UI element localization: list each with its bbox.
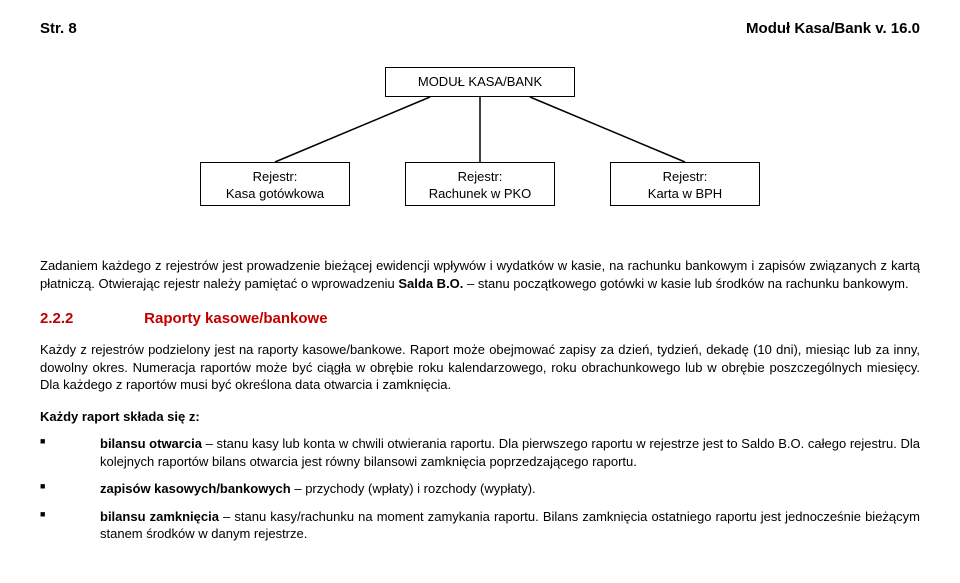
- diagram-child-line1: Rejestr:: [458, 169, 503, 184]
- list-item-rest: – przychody (wpłaty) i rozchody (wypłaty…: [291, 481, 536, 496]
- diagram-child-node: Rejestr: Karta w BPH: [610, 162, 760, 206]
- list-heading: Każdy raport składa się z:: [40, 408, 920, 426]
- list-item-bold: bilansu otwarcia: [100, 436, 202, 451]
- bullet-list: bilansu otwarcia – stanu kasy lub konta …: [40, 435, 920, 543]
- diagram-child-line2: Rachunek w PKO: [429, 186, 532, 201]
- section-number: 2.2.2: [40, 310, 140, 327]
- diagram-root-label: MODUŁ KASA/BANK: [418, 74, 542, 89]
- page-number: Str. 8: [40, 20, 77, 37]
- intro-text: Zadaniem każdego z rejestrów jest prowad…: [40, 258, 920, 291]
- diagram-child-line2: Kasa gotówkowa: [226, 186, 324, 201]
- intro-paragraph: Zadaniem każdego z rejestrów jest prowad…: [40, 257, 920, 292]
- diagram-child-line1: Rejestr:: [663, 169, 708, 184]
- section-title: Raporty kasowe/bankowe: [144, 310, 327, 327]
- list-item-rest: – stanu kasy/rachunku na moment zamykani…: [100, 509, 920, 542]
- diagram-root-node: MODUŁ KASA/BANK: [385, 67, 575, 97]
- list-item: bilansu otwarcia – stanu kasy lub konta …: [40, 435, 920, 470]
- module-title: Moduł Kasa/Bank v. 16.0: [746, 20, 920, 37]
- module-diagram: MODUŁ KASA/BANK Rejestr: Kasa gotówkowa …: [120, 67, 840, 237]
- list-item-bold: bilansu zamknięcia: [100, 509, 219, 524]
- edge: [275, 97, 430, 162]
- section-heading: 2.2.2 Raporty kasowe/bankowe: [40, 310, 920, 327]
- list-heading-text: Każdy raport składa się z:: [40, 409, 200, 424]
- diagram-child-node: Rejestr: Kasa gotówkowa: [200, 162, 350, 206]
- diagram-child-node: Rejestr: Rachunek w PKO: [405, 162, 555, 206]
- list-item: bilansu zamknięcia – stanu kasy/rachunku…: [40, 508, 920, 543]
- diagram-child-line1: Rejestr:: [253, 169, 298, 184]
- diagram-child-line2: Karta w BPH: [648, 186, 722, 201]
- list-item-rest: – stanu kasy lub konta w chwili otwieran…: [100, 436, 920, 469]
- list-item: zapisów kasowych/bankowych – przychody (…: [40, 480, 920, 498]
- list-item-bold: zapisów kasowych/bankowych: [100, 481, 291, 496]
- edge: [530, 97, 685, 162]
- section-paragraph: Każdy z rejestrów podzielony jest na rap…: [40, 341, 920, 394]
